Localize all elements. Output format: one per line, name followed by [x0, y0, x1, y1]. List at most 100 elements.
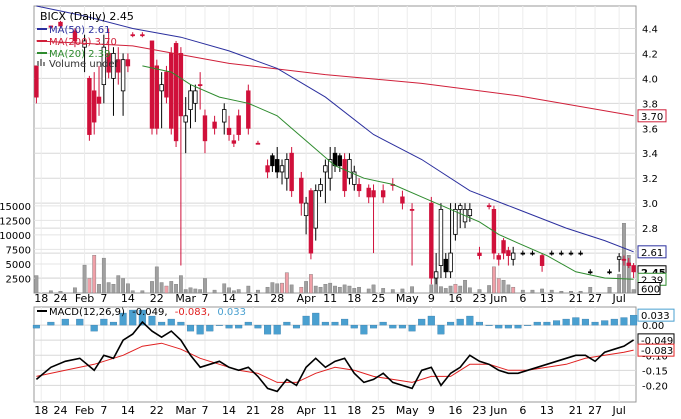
macd-histogram-bar [138, 309, 146, 326]
volume-bar [429, 284, 434, 294]
legend-ma200: MA(200) 3.70 [49, 37, 117, 48]
legend-volume: Volume undef [49, 59, 119, 70]
candle-body [443, 258, 448, 273]
macd-legend-signal: -0.083, [175, 307, 210, 318]
volume-bar [530, 289, 535, 294]
macd-tick-label: -0.10 [642, 351, 668, 362]
volume-bar [607, 286, 612, 294]
date-label: Jul [612, 292, 626, 305]
candle-body [409, 208, 415, 211]
volume-bar [467, 287, 472, 294]
volume-bar [289, 284, 294, 294]
candle-body [178, 53, 184, 117]
price-value-tag-box [637, 109, 667, 123]
macd-tick-label: 0.00 [642, 321, 664, 332]
volume-bar [492, 266, 496, 294]
macd-histogram-bar [215, 324, 223, 326]
candle-body [284, 159, 290, 179]
candle-body [303, 202, 309, 217]
volume-bar [381, 288, 386, 294]
macd-histogram-bar [302, 315, 310, 326]
candle-body [578, 252, 583, 255]
macd-histogram-bar [109, 321, 117, 326]
volume-bar [280, 282, 284, 294]
volume-bar [130, 290, 135, 294]
date-label: 18 [34, 404, 48, 417]
candle-body [275, 159, 280, 173]
volume-bar [506, 284, 511, 294]
volume-bar [309, 274, 313, 294]
volume-bar [164, 285, 169, 294]
macd-histogram-bar [601, 320, 609, 326]
candle-body [140, 34, 145, 37]
macd-histogram-bar [562, 318, 570, 326]
macd-legend: MACD(12,26,9) -0.049, -0.083, 0.033 [37, 307, 246, 318]
macd-histogram-bar [148, 315, 156, 326]
macd-histogram-bar [235, 324, 243, 329]
candle-body [130, 34, 135, 37]
volume-tick-label: 10000 [0, 231, 31, 242]
candle-body [621, 258, 627, 261]
candle-body [501, 240, 506, 254]
candlesticks [34, 20, 636, 285]
candle-body [626, 262, 631, 266]
macd-histogram-bar [581, 318, 589, 326]
volume-bar [121, 278, 125, 294]
candle-body [332, 152, 338, 167]
volume-bar [212, 289, 217, 294]
volume-bar [73, 287, 77, 294]
macd-histogram-bar [119, 312, 127, 326]
volume-bar [400, 288, 405, 294]
volume-bar [549, 289, 554, 294]
macd-histogram-bar [456, 318, 464, 326]
candle-body [467, 208, 473, 217]
candle-body [149, 40, 155, 129]
date-label: 11 [323, 292, 337, 305]
volume-bar [323, 284, 328, 294]
candle-body [116, 59, 121, 73]
date-label: 21 [246, 404, 260, 417]
date-label: Feb [75, 404, 94, 417]
date-label: 27 [588, 404, 602, 417]
price-tick-label: 3.4 [642, 149, 658, 160]
macd-histogram-bar [533, 321, 541, 326]
macd-histogram-bar [543, 321, 551, 326]
macd-histogram-bar [495, 324, 503, 329]
candle-body [308, 190, 314, 254]
macd-histogram-bar [177, 321, 185, 326]
volume-bar [328, 282, 333, 294]
macd-value-tags: 0.033 -0.049-0.083 [637, 308, 675, 357]
macd-tick-label: -0.20 [642, 381, 668, 392]
volume-bar [188, 287, 193, 294]
candle-body [539, 255, 545, 266]
candle-body [212, 121, 217, 129]
candle-body [530, 252, 535, 255]
candle-body [222, 109, 227, 123]
volume-tick-label: 5000 [6, 260, 31, 271]
price-tick-label: 4.0 [642, 74, 658, 85]
price-tick-label: 3.0 [642, 199, 658, 210]
macd-histogram-bar [186, 324, 195, 332]
candle-body [120, 59, 126, 92]
volume-legend-icon [37, 59, 45, 66]
volume-bar [371, 284, 376, 294]
candle-body [352, 171, 357, 185]
volume-bar [448, 285, 453, 294]
date-label: 22 [150, 292, 164, 305]
macd-histogram-bar [485, 324, 493, 326]
macd-value-tag-signal_line: -0.083 [641, 346, 673, 357]
macd-signal-line [36, 342, 634, 383]
price-tick-label: 4.2 [642, 49, 658, 60]
macd-histogram-bar [225, 324, 233, 329]
volume-bar [299, 286, 304, 294]
macd-histogram-bar [360, 324, 368, 335]
volume-bar [453, 284, 458, 294]
volume-bar [183, 289, 188, 294]
volume-bar [198, 289, 203, 294]
candle-body [188, 90, 193, 110]
candle-body [96, 96, 102, 104]
volume-bar [501, 280, 506, 294]
price-tick-label: 2.8 [642, 224, 658, 235]
candle-body [607, 271, 612, 274]
date-label: 28 [270, 292, 284, 305]
